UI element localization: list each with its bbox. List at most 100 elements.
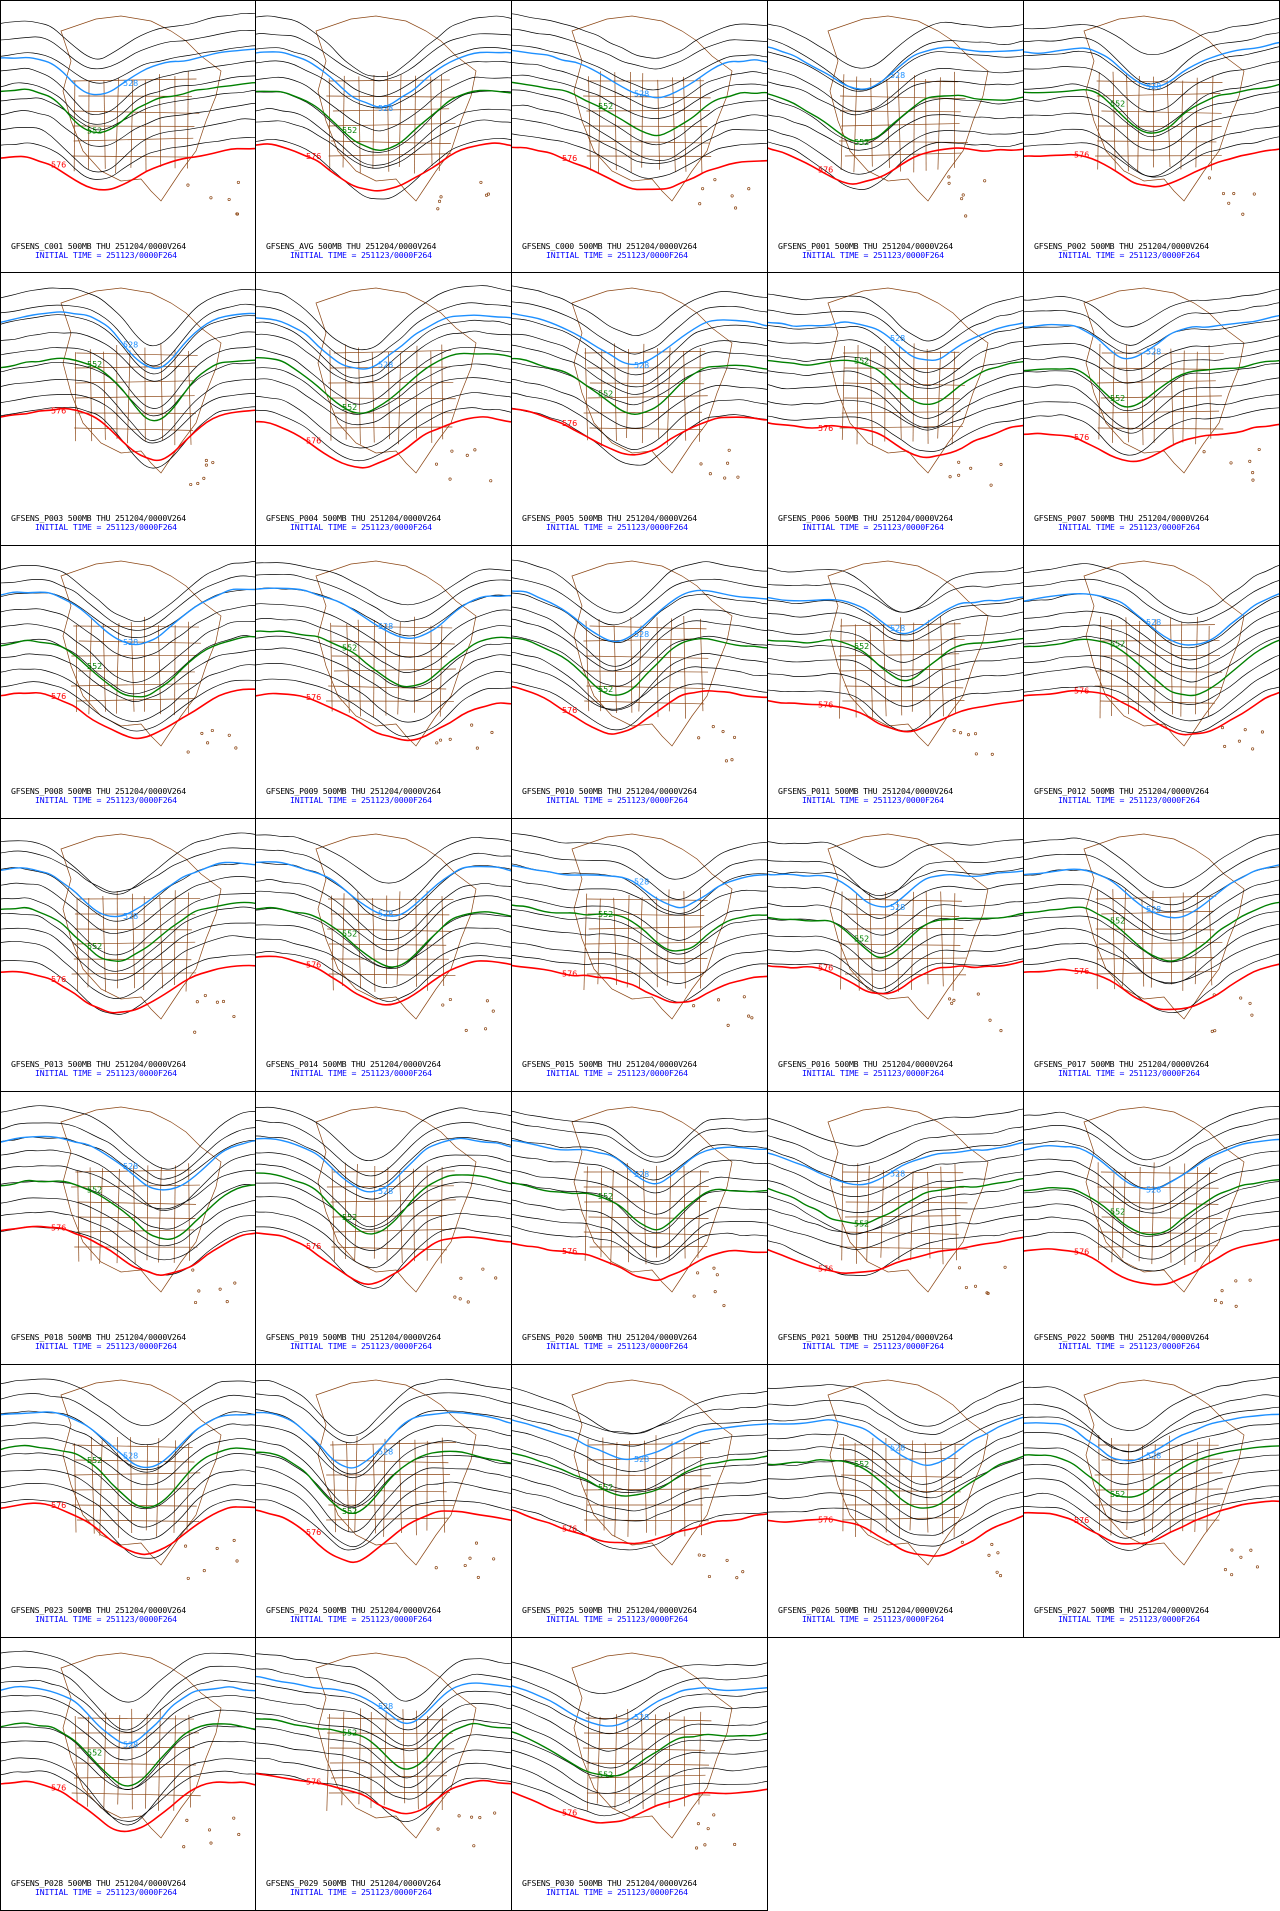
height-contour [768,672,1023,707]
height-contour [1024,833,1279,889]
height-contour [256,1120,511,1177]
geography-outline [827,833,1003,1033]
contour-label-576: 576 [1074,1247,1089,1256]
contour-528 [1024,864,1279,919]
height-contour [1024,1394,1279,1452]
height-contour [768,838,1023,868]
height-contour [1024,79,1279,132]
contour-label-576: 576 [818,701,833,710]
contour-528 [1024,1413,1279,1462]
height-contour [256,1211,511,1269]
height-contour [256,1653,511,1702]
contour-576 [1024,689,1279,736]
height-contour [256,1668,511,1721]
contour-528 [512,1139,767,1185]
height-contour [768,355,1023,389]
height-contour [1024,407,1279,456]
height-contour-map: 528 552 576 [512,1379,767,1580]
height-contour [1024,1225,1279,1272]
contour-528 [1,588,255,646]
ensemble-panel: 528 552 576 GFSENS_P012 500MB THU 251204/00… [1024,546,1280,819]
panel-title: GFSENS_P018 500MB THU 251204/0000V264 [11,1332,186,1342]
height-contour [512,577,767,626]
height-contour [512,1749,767,1794]
contour-576 [768,147,1023,185]
contour-label-528: 528 [123,1740,138,1749]
height-contour [1024,1454,1279,1513]
contour-552 [768,1455,1023,1509]
height-contour [1,1709,255,1761]
height-contour [256,90,511,153]
contour-label-576: 576 [818,166,833,175]
height-contour [512,285,767,336]
contour-576 [512,407,767,456]
height-contour-map: 528 552 576 [1024,833,1279,1033]
geography-outline [571,560,737,763]
contour-label-576: 576 [1074,150,1089,159]
contour-label-576: 576 [306,1242,321,1251]
height-contour [512,681,767,731]
height-contour [1,1378,255,1426]
height-contour [256,1466,511,1533]
height-contour [768,415,1023,452]
initial-time: INITIAL TIME = 251123/0000F264 [546,1614,688,1624]
contour-528 [512,1685,767,1727]
height-contour [1,75,255,125]
contour-528 [256,861,511,917]
height-contour [768,339,1023,387]
contour-label-528: 528 [378,1702,393,1711]
contour-552 [1,357,255,422]
ensemble-panel: 528 552 576 GFSENS_P023 500MB THU 251204/00… [0,1365,256,1638]
contour-label-552: 552 [598,1483,613,1492]
ensemble-panel: 528 552 576 GFSENS_P025 500MB THU 251204/00… [512,1365,768,1638]
contour-576 [256,692,511,742]
contour-label-576: 576 [306,436,321,445]
ensemble-panel: 528 552 576 GFSENS_P003 500MB THU 251204/00… [0,273,256,546]
contour-552 [1,635,255,698]
contour-576 [512,1242,767,1282]
height-contour-map: 528 552 576 [768,833,1023,1033]
height-contour [1024,563,1279,615]
contour-528 [256,314,511,370]
height-contour [768,882,1023,919]
contour-label-528: 528 [890,624,905,633]
height-contour [512,1691,767,1735]
panel-title: GFSENS_P030 500MB THU 251204/0000V264 [522,1878,697,1888]
height-contour [512,392,767,450]
contour-552 [256,1172,511,1235]
contour-label-552: 552 [342,1729,357,1738]
height-contour [256,1226,511,1289]
contour-label-552: 552 [598,1770,613,1779]
height-contour [256,951,511,1002]
height-contour [1,876,255,934]
contour-576 [768,422,1023,459]
contour-576 [256,416,511,469]
height-contour [768,1471,1023,1520]
height-contour [1024,1423,1279,1465]
height-contour [1024,106,1279,151]
contour-label-576: 576 [1074,686,1089,695]
contour-label-552: 552 [598,910,613,919]
height-contour [512,407,767,466]
height-contour-map: 528 552 576 [256,285,511,483]
height-contour [512,1155,767,1194]
contour-label-528: 528 [1146,82,1161,91]
height-contour [512,28,767,70]
contour-label-528: 528 [378,1187,393,1196]
panel-title: GFSENS_P026 500MB THU 251204/0000V264 [778,1605,953,1615]
height-contour [512,1661,767,1694]
initial-time: INITIAL TIME = 251123/0000F264 [35,522,177,532]
geography-outline [571,287,740,480]
height-contour [1024,666,1279,722]
contour-528 [512,1419,767,1461]
height-contour-map: 528 552 576 [1,1105,255,1305]
height-contour [768,1214,1023,1250]
height-contour [1,1469,255,1528]
height-contour [512,62,767,109]
contour-552 [1024,1179,1279,1236]
contour-576 [1,688,255,740]
height-contour-map: 528 552 576 [256,560,511,750]
height-contour [512,301,767,355]
contour-576 [1,147,255,191]
height-contour [256,60,511,109]
